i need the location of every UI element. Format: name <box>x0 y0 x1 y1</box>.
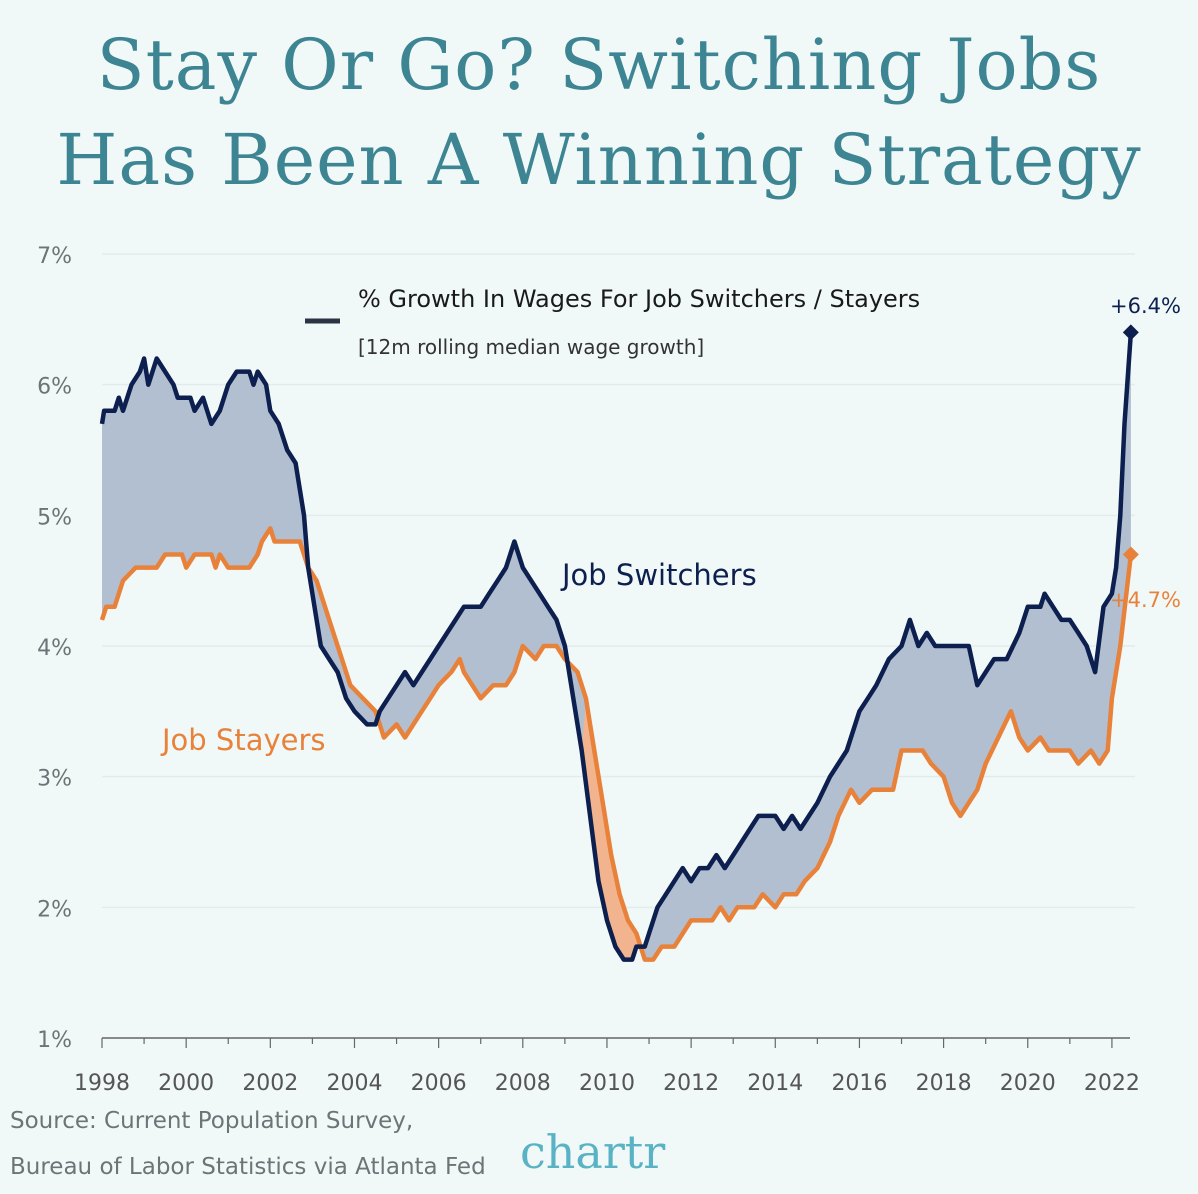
series-label-stayers: Job Stayers <box>160 723 326 757</box>
legend: % Growth In Wages For Job Switchers / St… <box>305 285 920 359</box>
area-between-series <box>102 332 1131 960</box>
end-marker-switchers <box>1122 324 1139 341</box>
x-tick-label: 1998 <box>74 1071 130 1096</box>
x-tick-label: 2000 <box>158 1071 214 1096</box>
y-tick-label: 1% <box>37 1028 72 1053</box>
y-tick-label: 4% <box>37 636 72 661</box>
chartr-logo: chartr <box>520 1125 666 1179</box>
line-job-switchers <box>99 332 1134 962</box>
legend-title: % Growth In Wages For Job Switchers / St… <box>358 285 920 313</box>
legend-subtitle: [12m rolling median wage growth] <box>358 335 704 359</box>
end-marker-stayers <box>1122 546 1139 563</box>
x-tick-label: 2016 <box>831 1071 887 1096</box>
x-tick-label: 2004 <box>326 1071 382 1096</box>
source-line-2: Bureau of Labor Statistics via Atlanta F… <box>10 1154 486 1180</box>
annotation-stayers-end: +4.7% <box>1110 588 1181 612</box>
x-tick-label: 2014 <box>747 1071 803 1096</box>
y-tick-label: 6% <box>37 375 72 400</box>
y-tick-label: 5% <box>37 505 72 530</box>
chart-title-line-2: Has Been A Winning Strategy <box>56 119 1142 201</box>
annotation-switchers-end: +6.4% <box>1110 294 1181 318</box>
line-job-stayers <box>99 526 1134 962</box>
x-tick-label: 2018 <box>916 1071 972 1096</box>
y-tick-label: 7% <box>37 244 72 269</box>
x-tick-label: 2002 <box>242 1071 298 1096</box>
x-tick-label: 2022 <box>1084 1071 1140 1096</box>
x-tick-label: 2010 <box>579 1071 635 1096</box>
source-line-1: Source: Current Population Survey, <box>10 1108 414 1134</box>
chart-title-line-1: Stay Or Go? Switching Jobs <box>96 24 1102 106</box>
series-label-switchers: Job Switchers <box>560 558 757 592</box>
x-tick-label: 2012 <box>663 1071 719 1096</box>
y-tick-label: 3% <box>37 767 72 792</box>
y-tick-label: 2% <box>37 897 72 922</box>
x-tick-label: 2020 <box>1000 1071 1056 1096</box>
x-tick-label: 2008 <box>495 1071 551 1096</box>
x-tick-label: 2006 <box>411 1071 467 1096</box>
